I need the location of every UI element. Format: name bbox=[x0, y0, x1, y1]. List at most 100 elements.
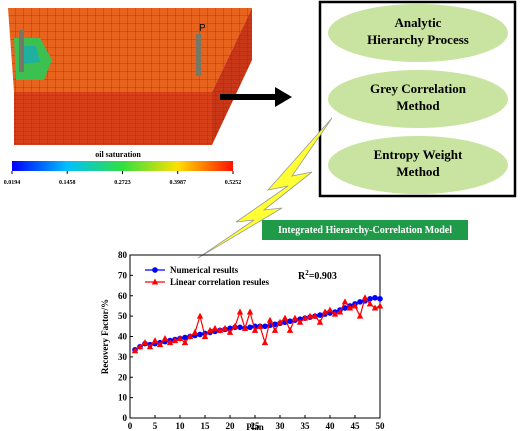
x-tick-label: 40 bbox=[326, 421, 336, 431]
colorbar-tick-label: 0.3987 bbox=[169, 180, 186, 186]
point bbox=[161, 335, 169, 342]
method-label: Entropy Weight Method bbox=[374, 147, 463, 179]
y-tick-label: 30 bbox=[118, 352, 128, 362]
method-ellipse bbox=[328, 4, 508, 62]
point bbox=[351, 302, 359, 309]
point bbox=[241, 324, 249, 331]
point bbox=[131, 347, 139, 354]
point bbox=[201, 333, 209, 339]
point bbox=[182, 334, 188, 341]
point bbox=[316, 318, 324, 325]
annotation: R2=0.903 bbox=[298, 269, 337, 282]
caption: oil saturation bbox=[95, 150, 141, 159]
colorbar-tick-label: 0.5252 bbox=[225, 180, 242, 186]
point bbox=[296, 318, 304, 325]
point bbox=[251, 326, 259, 333]
point bbox=[331, 310, 339, 317]
point bbox=[196, 312, 204, 319]
point bbox=[281, 314, 289, 321]
point bbox=[197, 331, 203, 338]
point bbox=[361, 294, 369, 301]
point bbox=[226, 328, 234, 335]
point bbox=[346, 304, 354, 311]
point bbox=[291, 314, 299, 321]
annotation-part: R bbox=[298, 271, 306, 282]
x-tick-label: 30 bbox=[276, 421, 286, 431]
x-tick-label: 35 bbox=[301, 421, 311, 431]
point bbox=[136, 343, 144, 350]
y-tick-label: 40 bbox=[118, 332, 128, 342]
x-tick-label: 25 bbox=[251, 421, 261, 431]
x-tick-label: 0 bbox=[128, 421, 133, 431]
x-tick-label: 15 bbox=[201, 421, 211, 431]
point bbox=[276, 318, 284, 325]
point bbox=[146, 343, 154, 350]
point bbox=[336, 308, 344, 315]
point bbox=[206, 326, 214, 333]
point bbox=[311, 312, 319, 319]
point bbox=[227, 325, 233, 332]
point bbox=[266, 316, 274, 323]
point bbox=[262, 323, 268, 330]
annotation-part: 2 bbox=[305, 269, 309, 277]
y-tick-label: 10 bbox=[118, 393, 128, 403]
point bbox=[366, 300, 374, 307]
x-tick-label: 20 bbox=[226, 421, 236, 431]
point bbox=[317, 312, 323, 318]
point bbox=[236, 308, 244, 315]
arrow bbox=[220, 87, 292, 107]
reservoir-model: P oil saturation bbox=[8, 8, 252, 171]
point bbox=[191, 328, 199, 335]
point bbox=[357, 299, 363, 305]
point bbox=[341, 298, 349, 305]
point bbox=[377, 296, 383, 302]
colorbar-tick-label: 0.0194 bbox=[4, 180, 21, 186]
point bbox=[237, 324, 243, 331]
model-label: Integrated Hierarchy-Correlation Model bbox=[278, 225, 452, 236]
y-tick-label: 60 bbox=[118, 291, 128, 301]
point bbox=[216, 326, 224, 333]
y-tick-label: 70 bbox=[118, 270, 128, 280]
point bbox=[261, 339, 269, 346]
point bbox=[372, 294, 378, 301]
point bbox=[367, 296, 373, 302]
point bbox=[221, 324, 229, 331]
colorbar-tick-label: 0.2723 bbox=[114, 180, 131, 186]
method-ellipse bbox=[328, 136, 508, 194]
point bbox=[176, 335, 184, 342]
point bbox=[371, 304, 379, 311]
point bbox=[151, 278, 159, 285]
point bbox=[286, 326, 294, 333]
y-tick-label: 80 bbox=[118, 250, 128, 260]
point bbox=[272, 321, 278, 328]
x-tick-label: 10 bbox=[176, 421, 186, 431]
point bbox=[231, 322, 239, 329]
method-label: Analytic Hierarchy Process bbox=[367, 15, 469, 47]
point bbox=[211, 324, 219, 331]
point bbox=[141, 339, 149, 346]
colorbar-tick-label: 0.1458 bbox=[59, 180, 76, 186]
annotation-part: =0.903 bbox=[309, 271, 337, 282]
x-tick-label: 5 bbox=[153, 421, 158, 431]
point bbox=[356, 312, 364, 319]
point bbox=[171, 337, 179, 344]
x-tick-label: 50 bbox=[376, 421, 386, 431]
point bbox=[186, 333, 194, 339]
method-label: Grey Correlation Method bbox=[370, 81, 467, 113]
point bbox=[156, 341, 164, 348]
point bbox=[301, 314, 309, 321]
point bbox=[246, 308, 254, 315]
point bbox=[151, 337, 159, 344]
point bbox=[181, 339, 189, 346]
lightning bbox=[197, 117, 333, 259]
x-tick-label: 45 bbox=[351, 421, 361, 431]
model-label-box bbox=[262, 220, 468, 240]
point bbox=[271, 326, 279, 333]
legend-label: Numerical results bbox=[170, 265, 239, 275]
well-label: P bbox=[199, 23, 206, 34]
point bbox=[166, 339, 174, 346]
point bbox=[247, 324, 253, 331]
point bbox=[321, 308, 329, 315]
point bbox=[256, 322, 264, 329]
